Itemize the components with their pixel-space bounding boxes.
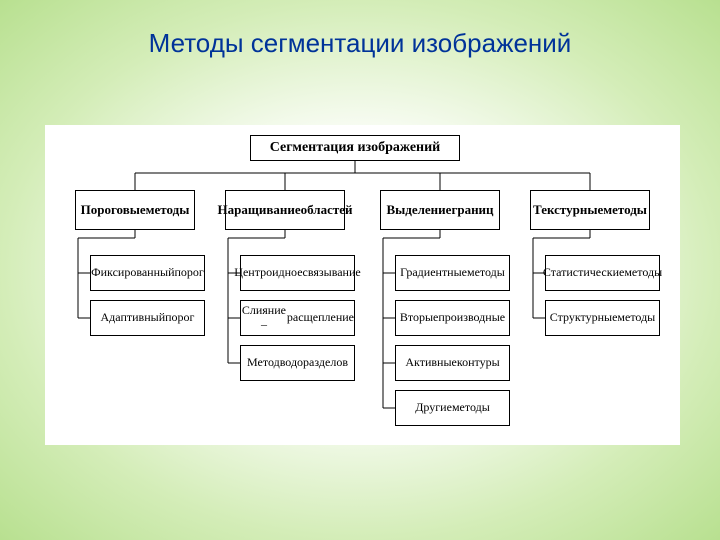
leaf-box-6: Вторыепроизводные [395,300,510,336]
leaf-box-8: Другиеметоды [395,390,510,426]
leaf-box-5: Градиентныеметоды [395,255,510,291]
leaf-box-9: Статистическиеметоды [545,255,660,291]
root-box: Сегментация изображений [250,135,460,161]
leaf-box-0: Фиксированныйпорог [90,255,205,291]
category-box-1: Наращиваниеобластей [225,190,345,230]
page-title: Методы сегментации изображений [0,0,720,59]
leaf-box-2: Центроидноесвязывание [240,255,355,291]
leaf-box-3: Слияние –расщепление [240,300,355,336]
leaf-box-4: Методводоразделов [240,345,355,381]
leaf-box-10: Структурныеметоды [545,300,660,336]
category-box-3: Текстурныеметоды [530,190,650,230]
category-box-0: Пороговыеметоды [75,190,195,230]
category-box-2: Выделениеграниц [380,190,500,230]
leaf-box-7: Активныеконтуры [395,345,510,381]
leaf-box-1: Адаптивныйпорог [90,300,205,336]
